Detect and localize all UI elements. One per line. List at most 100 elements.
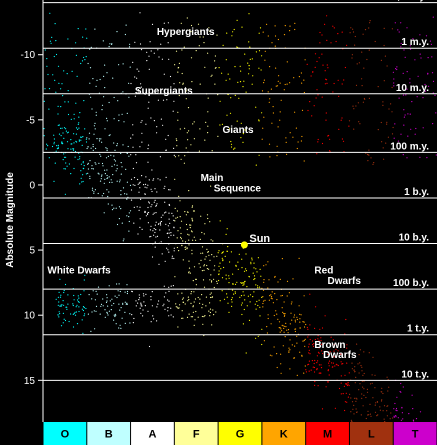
star-point — [81, 181, 83, 183]
star-point — [250, 263, 252, 265]
star-point — [428, 85, 430, 87]
star-point — [256, 300, 258, 303]
star-point — [393, 408, 395, 410]
star-point — [231, 301, 233, 303]
star-point — [209, 293, 211, 295]
star-point — [209, 302, 211, 304]
star-point — [326, 64, 328, 66]
star-point — [213, 256, 215, 258]
spectral-class-swatch — [218, 422, 262, 445]
star-point — [76, 75, 78, 77]
star-point — [126, 112, 128, 114]
star-point — [54, 162, 56, 164]
star-point — [151, 291, 153, 293]
star-point — [388, 108, 390, 110]
star-point — [390, 412, 392, 414]
star-point — [385, 142, 387, 144]
star-point — [393, 78, 395, 80]
star-point — [347, 383, 349, 385]
star-point — [341, 31, 343, 33]
star-point — [90, 96, 92, 98]
star-point — [116, 283, 118, 285]
star-point — [78, 301, 80, 303]
star-point — [240, 295, 243, 297]
star-point — [175, 138, 177, 140]
star-point — [82, 306, 85, 308]
star-point — [263, 82, 265, 84]
star-point — [382, 147, 384, 149]
star-point — [176, 145, 178, 147]
star-point — [234, 147, 236, 149]
star-point — [53, 141, 55, 143]
star-point — [95, 111, 97, 113]
star-point — [201, 246, 204, 248]
y-tick-label: 5 — [29, 246, 35, 257]
star-point — [351, 54, 353, 56]
star-point — [254, 303, 256, 305]
star-point — [308, 343, 310, 345]
star-point — [314, 53, 317, 55]
star-point — [332, 339, 334, 341]
star-point — [310, 369, 312, 371]
lifetime-label: 1 b.y. — [404, 187, 429, 198]
star-point — [147, 161, 149, 163]
star-point — [244, 299, 246, 301]
star-point — [104, 64, 106, 66]
y-tick-label: 0 — [29, 180, 35, 191]
star-point — [128, 46, 131, 48]
star-point — [162, 32, 164, 34]
star-point — [92, 149, 94, 151]
star-point — [240, 122, 242, 124]
star-point — [207, 52, 209, 54]
star-point — [68, 163, 70, 165]
star-point — [202, 252, 204, 254]
star-point — [358, 389, 360, 391]
star-point — [168, 251, 170, 253]
star-point — [244, 129, 246, 131]
star-point — [182, 240, 184, 242]
star-point — [180, 220, 183, 222]
star-point — [198, 263, 200, 265]
star-point — [356, 398, 358, 400]
star-point — [369, 22, 371, 24]
star-point — [192, 311, 194, 313]
star-point — [240, 70, 242, 72]
star-point — [57, 113, 59, 115]
star-point — [219, 262, 221, 264]
star-point — [277, 38, 279, 41]
star-point — [186, 247, 188, 249]
star-point — [216, 34, 218, 36]
star-point — [301, 82, 303, 84]
star-point — [103, 192, 105, 195]
star-point — [366, 391, 369, 393]
star-point — [225, 274, 227, 276]
star-point — [188, 260, 190, 262]
star-point — [137, 302, 139, 304]
star-point — [49, 40, 52, 42]
star-point — [258, 154, 260, 156]
star-point — [54, 79, 56, 81]
star-point — [94, 28, 96, 30]
star-point — [307, 364, 309, 366]
star-point — [400, 22, 402, 24]
star-point — [51, 145, 54, 148]
star-point — [120, 194, 122, 196]
star-point — [185, 147, 187, 149]
star-point — [356, 411, 358, 413]
star-point — [179, 200, 181, 202]
star-point — [184, 155, 186, 157]
star-point — [104, 173, 106, 175]
star-point — [343, 385, 345, 387]
star-point — [422, 127, 424, 129]
star-point — [354, 370, 356, 373]
star-point — [295, 328, 297, 330]
star-point — [108, 310, 110, 312]
star-point — [122, 303, 124, 305]
star-point — [316, 368, 318, 370]
spectral-class-swatch — [262, 422, 306, 445]
star-point — [70, 118, 72, 120]
star-point — [390, 103, 392, 105]
region-label: Dwarfs — [323, 350, 357, 361]
star-point — [293, 77, 295, 79]
star-point — [96, 293, 98, 295]
